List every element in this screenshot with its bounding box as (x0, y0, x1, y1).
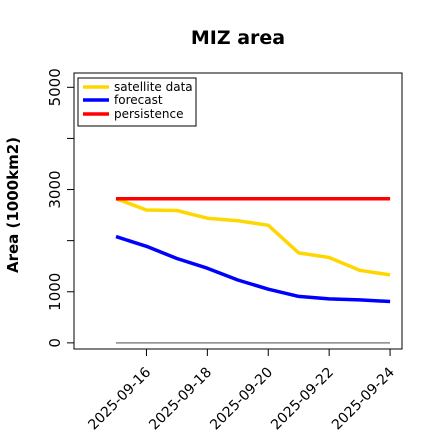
y-tick-label: 1000 (46, 273, 64, 311)
satellite-data-line (115, 197, 391, 277)
chart-title: MIZ area (191, 27, 285, 49)
y-axis-label: Area (1000km2) (4, 137, 22, 273)
legend-label-satellite: satellite data (114, 80, 193, 94)
x-tick-label: 2025-09-16 (85, 364, 154, 433)
x-tick-label: 2025-09-24 (329, 364, 398, 433)
y-tick-label: 0 (46, 338, 64, 348)
x-tick-label: 2025-09-22 (268, 365, 337, 434)
legend-label-persistence: persistence (114, 107, 183, 121)
data-marks (115, 196, 391, 344)
y-tick-label: 3000 (46, 170, 64, 208)
plot-area (73, 72, 403, 350)
y-tick-label: 5000 (46, 68, 64, 106)
x-tick-label: 2025-09-18 (146, 365, 215, 434)
legend: satellite data forecast persistence (77, 77, 197, 127)
legend-label-forecast: forecast (114, 93, 163, 107)
forecast-line (115, 234, 391, 304)
x-tick-label: 2025-09-20 (207, 365, 276, 434)
